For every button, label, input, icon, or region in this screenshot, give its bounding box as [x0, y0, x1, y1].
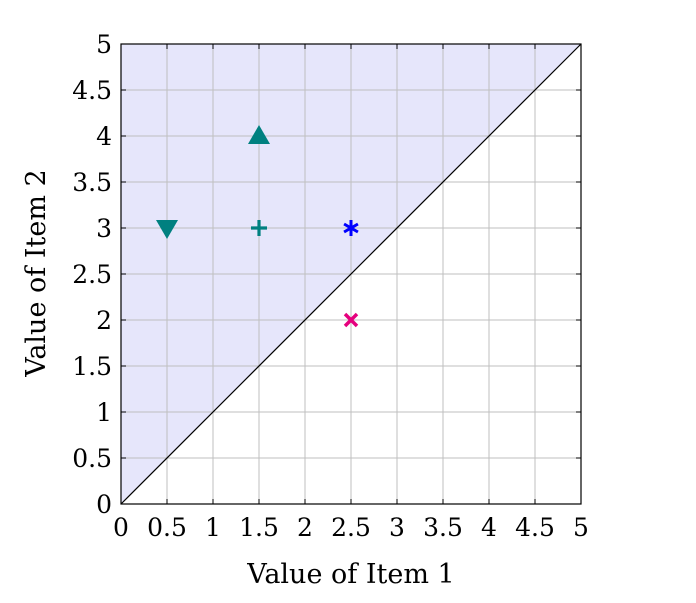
x-axis-label: Value of Item 1 — [246, 559, 454, 590]
y-tick-label: 0 — [96, 490, 112, 519]
y-tick-label: 2.5 — [72, 260, 112, 289]
y-tick-label: 4 — [96, 122, 112, 151]
y-tick-label: 0.5 — [72, 444, 112, 473]
data-point-asterisk — [343, 220, 359, 236]
x-tick-label: 5 — [573, 513, 589, 542]
y-tick-label: 4.5 — [72, 76, 112, 105]
diagonal-line — [120, 43, 582, 505]
x-tick-label: 4.5 — [515, 513, 555, 542]
x-tick-label: 4 — [481, 513, 497, 542]
x-tick-label: 1 — [205, 513, 221, 542]
x-tick-label: 1.5 — [239, 513, 279, 542]
y-tick-label: 3 — [96, 214, 112, 243]
y-tick-label: 5 — [96, 30, 112, 59]
y-tick-label: 3.5 — [72, 168, 112, 197]
x-tick-label: 2 — [297, 513, 313, 542]
x-tick-label: 3 — [389, 513, 405, 542]
x-tick-label: 2.5 — [331, 513, 371, 542]
x-tick-label: 0 — [113, 513, 129, 542]
x-tick-label: 3.5 — [423, 513, 463, 542]
data-point-triangle-down — [156, 220, 178, 239]
x-tick-label: 0.5 — [147, 513, 187, 542]
y-axis-label: Value of Item 2 — [21, 169, 52, 377]
y-tick-label: 2 — [96, 306, 112, 335]
data-point-cross — [343, 312, 359, 328]
data-point-plus — [251, 220, 267, 236]
data-point-triangle-up — [248, 125, 270, 144]
y-tick-label: 1.5 — [72, 352, 112, 381]
y-tick-label: 1 — [96, 398, 112, 427]
